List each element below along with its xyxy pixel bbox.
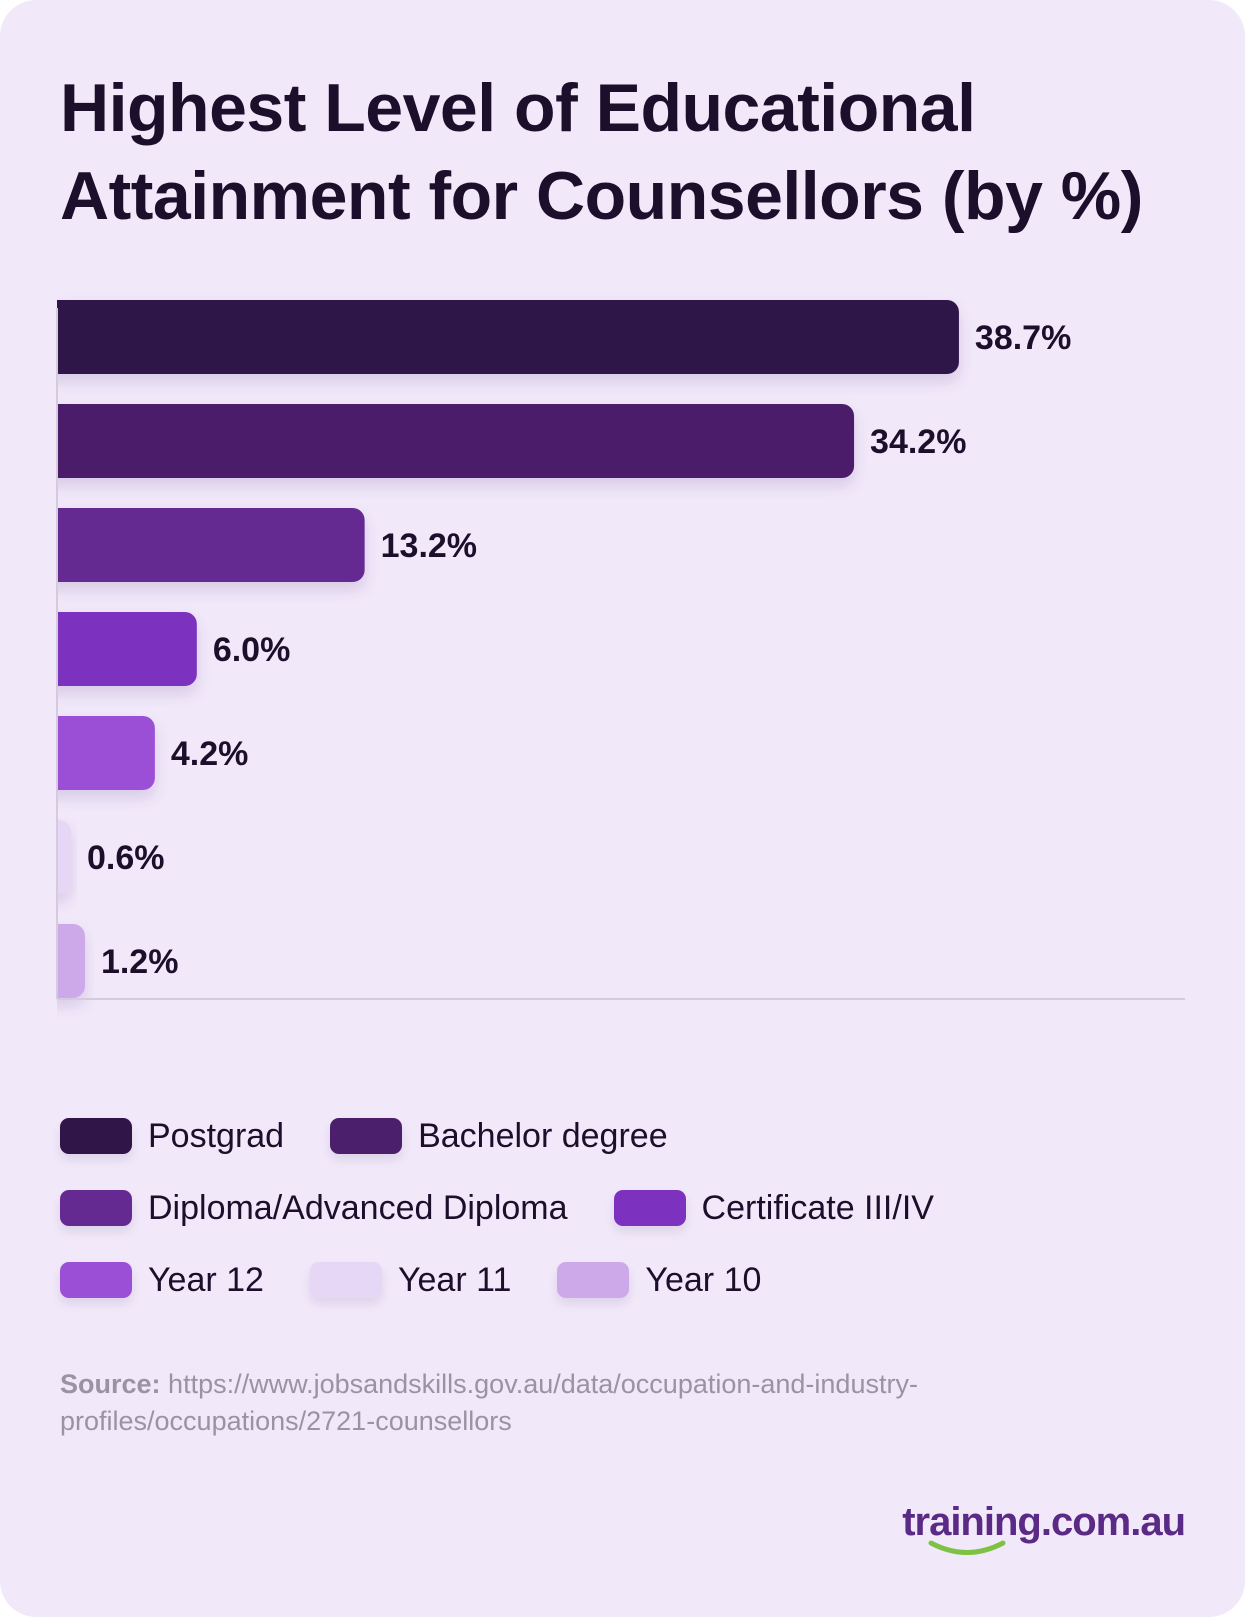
legend-row: Year 12 Year 11 Year 10: [60, 1244, 1190, 1316]
source-label: Source:: [60, 1369, 161, 1399]
bar-value-label: 13.2%: [381, 527, 477, 565]
axis-mask: [0, 290, 57, 1050]
bar-certificate-iii-iv: [43, 612, 197, 686]
legend-label: Year 12: [148, 1260, 264, 1299]
bar-bachelor-degree: [43, 404, 855, 478]
legend-row: Postgrad Bachelor degree: [60, 1100, 1190, 1172]
legend-label: Year 10: [645, 1260, 762, 1299]
legend-item: Year 12: [60, 1261, 264, 1300]
legend-label: Year 11: [397, 1260, 512, 1299]
source-note: Source: https://www.jobsandskills.gov.au…: [60, 1366, 1170, 1440]
source-url: https://www.jobsandskills.gov.au/data/oc…: [60, 1369, 918, 1436]
legend-swatch: [60, 1190, 132, 1226]
legend-item: Diploma/Advanced Diploma: [60, 1189, 568, 1228]
brand-name: training.com.au: [902, 1500, 1186, 1544]
bar-value-label: 1.2%: [101, 943, 179, 981]
legend-item: Year 11: [309, 1260, 512, 1300]
bar-value-label: 34.2%: [870, 423, 966, 461]
legend-label: Postgrad: [148, 1116, 285, 1155]
legend-swatch: [60, 1118, 132, 1154]
legend-row: Diploma/Advanced Diploma Certificate III/…: [60, 1172, 1190, 1244]
bar-postgrad: [43, 300, 959, 374]
legend-label: Certificate III/IV: [701, 1188, 934, 1227]
bar-value-label: 38.7%: [975, 319, 1071, 357]
bar-value-label: 4.2%: [171, 735, 249, 773]
smile-swoosh-icon: [928, 1540, 1006, 1555]
legend-swatch: [309, 1262, 382, 1298]
legend-item: Year 10: [557, 1261, 761, 1300]
legend-swatch: [60, 1262, 132, 1298]
bar-diploma-advanced-diploma: [43, 508, 365, 582]
bar-year-12: [43, 716, 155, 790]
legend-item: Bachelor degree: [330, 1117, 668, 1156]
legend-item: Certificate III/IV: [613, 1188, 934, 1228]
chart-legend: Postgrad Bachelor degree Diploma/Advanced …: [60, 1100, 1190, 1316]
legend-swatch: [613, 1190, 686, 1226]
legend-item: Postgrad: [60, 1117, 284, 1156]
chart-title: Highest Level of Educational Attainment …: [60, 70, 1143, 234]
bar-value-label: 0.6%: [87, 839, 165, 877]
legend-label: Diploma/Advanced Diploma: [148, 1188, 568, 1227]
legend-swatch: [330, 1118, 403, 1154]
legend-swatch: [557, 1262, 630, 1298]
bar-value-label: 6.0%: [213, 631, 291, 669]
brand-logo: training.com.au: [902, 1500, 1186, 1555]
legend-label: Bachelor degree: [418, 1116, 668, 1155]
bar-chart: 38.7% 34.2% 13.2% 6.0% 4.2% 0.6% 1.2%: [0, 290, 1185, 1050]
